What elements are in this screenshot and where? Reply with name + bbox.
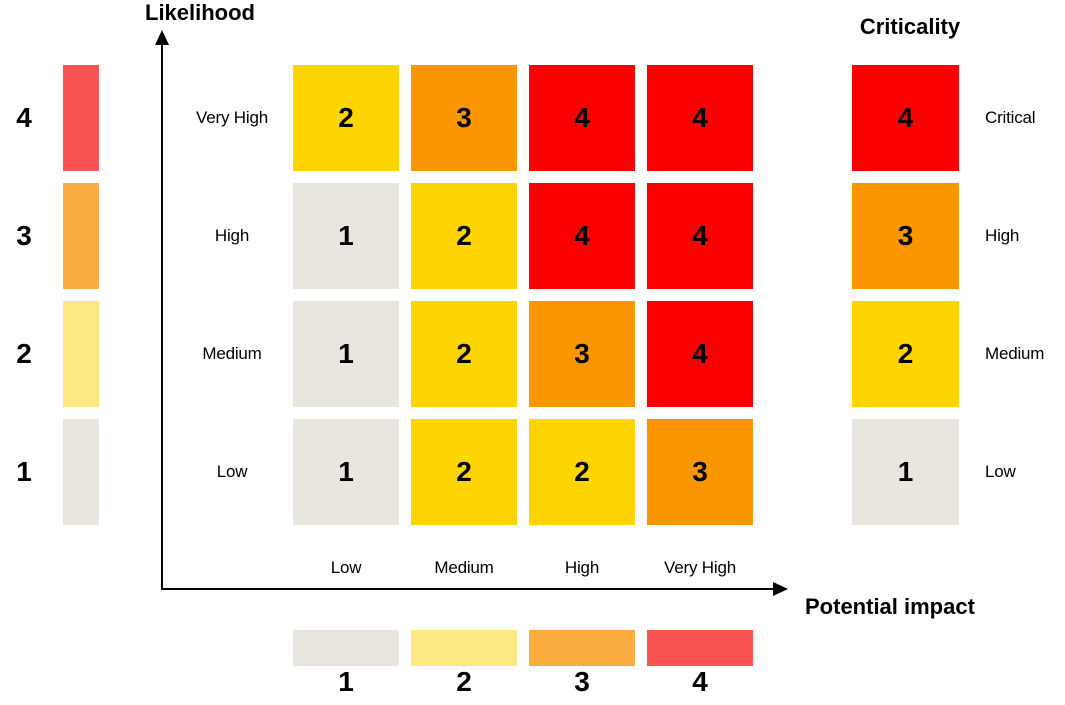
matrix-cell-r1c4: 4: [647, 65, 753, 171]
row-label-low: Low: [216, 462, 248, 481]
x-axis-title: Potential impact: [805, 594, 975, 619]
matrix-cell-r1c2: 3: [411, 65, 517, 171]
legend-labels: Critical High Medium Low: [985, 65, 1065, 525]
likelihood-tick-numbers: 4 3 2 1: [0, 65, 48, 525]
impact-tick-2: 2: [456, 666, 472, 697]
matrix-cell-r3c1: 1: [293, 301, 399, 407]
legend-title: Criticality: [859, 14, 961, 39]
matrix-cell-r4c3: 2: [529, 419, 635, 525]
x-axis-arrowhead-icon: [773, 582, 788, 596]
matrix-cell-r3c3: 3: [529, 301, 635, 407]
row-label-high: High: [214, 226, 250, 245]
x-axis-line: [162, 588, 774, 590]
impact-swatch-4: [647, 630, 753, 666]
likelihood-swatch-3: [63, 183, 99, 289]
col-label-high: High: [564, 558, 600, 577]
likelihood-tick-3: 3: [16, 220, 32, 251]
likelihood-tick-2: 2: [16, 338, 32, 369]
likelihood-tick-4: 4: [16, 102, 32, 133]
impact-swatch-3: [529, 630, 635, 666]
matrix-cell-r2c2: 2: [411, 183, 517, 289]
matrix-cell-r1c3: 4: [529, 65, 635, 171]
legend-label-high: High: [985, 226, 1020, 245]
likelihood-tick-1: 1: [16, 456, 32, 487]
col-label-medium: Medium: [434, 558, 494, 577]
legend-label-critical: Critical: [985, 108, 1036, 127]
impact-tick-3: 3: [574, 666, 590, 697]
likelihood-swatch-1: [63, 419, 99, 525]
likelihood-swatch-4: [63, 65, 99, 171]
risk-matrix-grid: 2 3 4 4 1 2 4 4 1 2 3 4 1 2 2 3: [293, 65, 753, 525]
row-label-medium: Medium: [202, 344, 262, 363]
matrix-cell-r3c4: 4: [647, 301, 753, 407]
row-label-very-high: Very High: [196, 108, 268, 127]
legend-label-low: Low: [985, 462, 1016, 481]
likelihood-swatch-2: [63, 301, 99, 407]
legend-label-medium: Medium: [985, 344, 1045, 363]
impact-swatch-row: [293, 630, 753, 666]
matrix-row-labels: Very High High Medium Low: [172, 65, 292, 525]
likelihood-swatch-column: [63, 65, 99, 525]
legend-cell-critical: 4: [852, 65, 959, 171]
impact-tick-numbers: 1 2 3 4: [293, 666, 753, 698]
legend-cell-low: 1: [852, 419, 959, 525]
y-axis-line: [161, 43, 163, 590]
matrix-cell-r2c3: 4: [529, 183, 635, 289]
y-axis-arrowhead-icon: [155, 30, 169, 45]
col-label-low: Low: [330, 558, 362, 577]
matrix-cell-r4c4: 3: [647, 419, 753, 525]
legend-cell-high: 3: [852, 183, 959, 289]
matrix-cell-r1c1: 2: [293, 65, 399, 171]
matrix-cell-r4c2: 2: [411, 419, 517, 525]
y-axis-title: Likelihood: [145, 0, 255, 25]
matrix-cell-r4c1: 1: [293, 419, 399, 525]
matrix-cell-r3c2: 2: [411, 301, 517, 407]
impact-tick-4: 4: [692, 666, 708, 697]
legend-cell-medium: 2: [852, 301, 959, 407]
impact-swatch-2: [411, 630, 517, 666]
impact-swatch-1: [293, 630, 399, 666]
matrix-cell-r2c4: 4: [647, 183, 753, 289]
matrix-column-labels: Low Medium High Very High: [293, 553, 753, 583]
impact-tick-1: 1: [338, 666, 354, 697]
matrix-cell-r2c1: 1: [293, 183, 399, 289]
legend-cells: 4 3 2 1: [852, 65, 959, 525]
col-label-very-high: Very High: [664, 558, 736, 577]
